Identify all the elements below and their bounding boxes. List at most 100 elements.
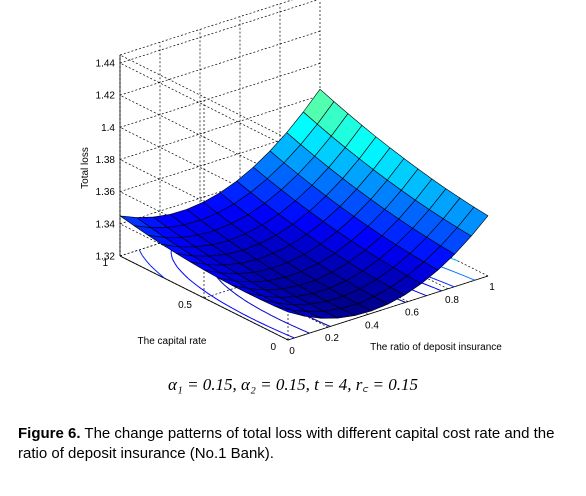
x-tick-label: 1 [489, 282, 495, 293]
contour-segment [180, 270, 185, 276]
contour-segment [454, 271, 462, 276]
contour-segment [311, 317, 318, 322]
contour-segment [283, 321, 291, 326]
x-tick-label: 0.8 [445, 295, 459, 306]
contour-segment [238, 311, 245, 316]
z-tick-label: 1.4 [101, 123, 115, 134]
contour-segment [274, 328, 282, 333]
x-axis-title: The ratio of deposit insurance [370, 342, 502, 353]
grid-line [119, 127, 321, 193]
contour-segment [216, 298, 223, 303]
contour-segment [287, 334, 295, 339]
contour-segment [433, 278, 439, 281]
contour-segment [268, 326, 276, 330]
z-tick-label: 1.44 [96, 59, 116, 70]
z-tick-label: 1.36 [96, 187, 116, 198]
contour-segment [211, 295, 213, 297]
box-edge [119, 54, 289, 140]
x-tick-label: 0.6 [405, 308, 419, 319]
contour-segment [437, 279, 441, 282]
contour-segment [317, 320, 324, 325]
x-tick-label: 0 [289, 346, 295, 357]
contour-segment [447, 268, 455, 273]
contour-segment [271, 315, 279, 320]
box-edge [119, 0, 294, 56]
contour-segment [277, 318, 285, 323]
caption-text: The change patterns of total loss with d… [18, 425, 555, 462]
contour-segment [412, 289, 420, 294]
grid-line [119, 30, 321, 96]
y-axis-title: The capital rate [138, 336, 207, 347]
contour-segment [234, 292, 240, 297]
contour-segment [206, 291, 212, 297]
y-tick-label: 0 [270, 342, 276, 353]
contour-segment [149, 264, 152, 267]
contour-segment [249, 317, 257, 322]
axis-ticks: 1.32 1.34 1.36 1.38 1.4 1.42 1.44 0 0.2 0.4 0.6 0.8… [96, 59, 496, 357]
axis-line [287, 275, 489, 341]
parameter-formula: α₁ = 0.15, α₂ = 0.15, t = 4, r꜀ = 0.15 [167, 375, 419, 394]
x-tick-label: 0.2 [325, 333, 339, 344]
y-tick-label: 1 [102, 258, 108, 269]
contour-segment [323, 323, 331, 327]
contour-segment [221, 282, 224, 285]
contour-segment [289, 324, 297, 328]
contour-segment [450, 257, 458, 262]
grid-line [119, 95, 321, 160]
contour-segment [225, 285, 231, 291]
contour-segment [281, 331, 288, 336]
contour-segment [467, 276, 476, 281]
contour-segment [296, 327, 304, 331]
surface-chart: 1.32 1.34 1.36 1.38 1.4 1.42 1.44 0 0.2 0.4 0.6 0.8… [80, 0, 502, 357]
contour-segment [183, 274, 189, 279]
contour-segment [229, 289, 235, 294]
contour-segment [238, 296, 245, 301]
contour-segment [170, 254, 173, 259]
contour-segment [201, 288, 207, 293]
contour-segment [141, 253, 143, 256]
contour-segment [187, 278, 193, 283]
contour-segment [158, 272, 164, 278]
contour-segment [154, 269, 159, 274]
contour-segment [192, 281, 198, 286]
contour-segment [171, 258, 176, 264]
z-tick-label: 1.42 [96, 91, 116, 102]
grid-line [119, 0, 319, 64]
contour-segment [260, 309, 267, 314]
contour-segment [196, 285, 202, 290]
grid-line [119, 159, 321, 225]
contour-segment [255, 320, 263, 325]
contour-segment [176, 266, 182, 272]
contour-segment [223, 283, 226, 287]
contour-segment [434, 287, 442, 292]
contour-segment [138, 249, 142, 255]
contour-segment [211, 295, 217, 300]
contour-segment [221, 301, 228, 306]
x-tick-label: 0.4 [365, 320, 379, 331]
surface-mesh [119, 88, 489, 319]
contour-segment [447, 283, 455, 288]
surface-patch [273, 305, 306, 317]
z-tick-label: 1.38 [96, 155, 116, 166]
axis-line [119, 255, 289, 341]
contour-segment [262, 323, 269, 328]
contour-segment [243, 299, 249, 304]
contour-segment [244, 314, 251, 319]
contour-segment [174, 262, 178, 268]
contour-segment [143, 257, 148, 263]
contour-segment [464, 275, 469, 278]
contour-segment [162, 276, 166, 279]
contour-segment [249, 302, 255, 307]
contour-segment [302, 329, 310, 334]
y-tick-label: 0.5 [178, 300, 192, 311]
figure-caption: Figure 6. The change patterns of total l… [18, 424, 574, 464]
z-tick-label: 1.34 [96, 219, 116, 230]
contour-segment [141, 255, 145, 259]
caption-label: Figure 6. [18, 425, 81, 442]
contour-segment [440, 266, 448, 270]
contour-segment [419, 292, 427, 297]
contour-segment [150, 265, 155, 270]
contour-segment [427, 284, 436, 289]
grid-line [119, 63, 321, 128]
contour-segment [398, 299, 406, 303]
